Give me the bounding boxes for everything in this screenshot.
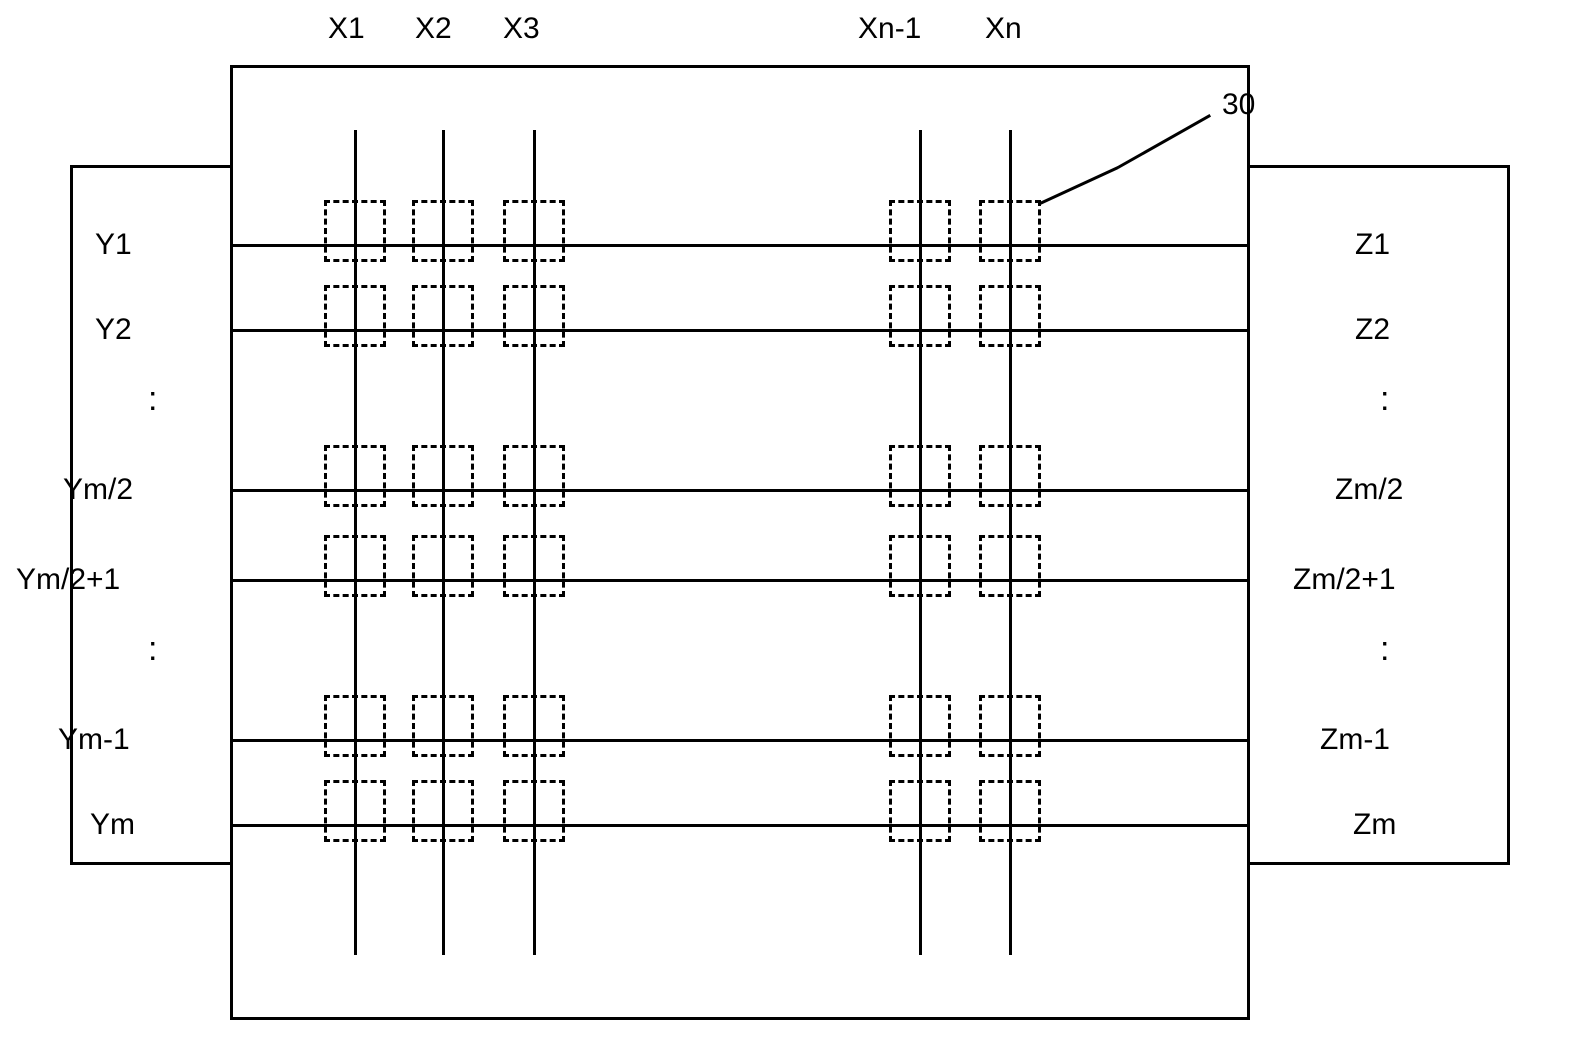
pixel-cell xyxy=(979,200,1041,262)
left-terminal-box xyxy=(70,165,230,865)
y-row-label: Y2 xyxy=(95,313,132,347)
ellipsis-left: : xyxy=(148,380,157,419)
pixel-cell xyxy=(412,695,474,757)
pixel-cell xyxy=(979,780,1041,842)
pixel-cell xyxy=(979,445,1041,507)
z-row-label: Zm/2+1 xyxy=(1293,563,1396,597)
pixel-cell xyxy=(412,780,474,842)
column-label: X3 xyxy=(503,12,540,46)
pixel-cell xyxy=(503,445,565,507)
z-row-label: Z2 xyxy=(1355,313,1390,347)
pixel-cell xyxy=(979,285,1041,347)
pixel-cell xyxy=(889,445,951,507)
pixel-cell xyxy=(324,780,386,842)
y-row-label: Ym/2+1 xyxy=(16,563,120,597)
y-row-label: Ym xyxy=(90,808,135,842)
z-row-label: Zm xyxy=(1353,808,1396,842)
column-label: Xn xyxy=(985,12,1022,46)
pixel-cell xyxy=(889,200,951,262)
pixel-cell xyxy=(412,445,474,507)
callout-label: 30 xyxy=(1222,88,1255,122)
pixel-cell xyxy=(503,695,565,757)
ellipsis-right: : xyxy=(1380,630,1389,669)
y-row-label: Y1 xyxy=(95,228,132,262)
pixel-cell xyxy=(324,200,386,262)
ellipsis-right: : xyxy=(1380,380,1389,419)
pixel-cell xyxy=(979,695,1041,757)
column-label: X1 xyxy=(328,12,365,46)
z-row-label: Zm-1 xyxy=(1320,723,1390,757)
pixel-cell xyxy=(503,535,565,597)
pixel-cell xyxy=(324,285,386,347)
pixel-cell xyxy=(324,695,386,757)
pixel-cell xyxy=(412,535,474,597)
diagram-canvas: X1 X2 X3 Xn-1 Xn Y1 Z1 Y2 Z2 Ym/2 Zm/2 Ym/2+1 Zm/2+1… xyxy=(0,0,1584,1048)
pixel-cell xyxy=(503,200,565,262)
pixel-cell xyxy=(324,535,386,597)
right-terminal-box xyxy=(1250,165,1510,865)
pixel-cell xyxy=(889,780,951,842)
z-row-label: Zm/2 xyxy=(1335,473,1403,507)
z-row-label: Z1 xyxy=(1355,228,1390,262)
pixel-cell xyxy=(324,445,386,507)
pixel-cell xyxy=(889,695,951,757)
y-row-label: Ym/2 xyxy=(63,473,133,507)
column-label: X2 xyxy=(415,12,452,46)
pixel-cell xyxy=(503,285,565,347)
pixel-cell xyxy=(412,200,474,262)
ellipsis-left: : xyxy=(148,630,157,669)
pixel-cell xyxy=(503,780,565,842)
pixel-cell xyxy=(979,535,1041,597)
pixel-cell xyxy=(412,285,474,347)
pixel-cell xyxy=(889,285,951,347)
column-label: Xn-1 xyxy=(858,12,921,46)
pixel-cell xyxy=(889,535,951,597)
y-row-label: Ym-1 xyxy=(58,723,130,757)
